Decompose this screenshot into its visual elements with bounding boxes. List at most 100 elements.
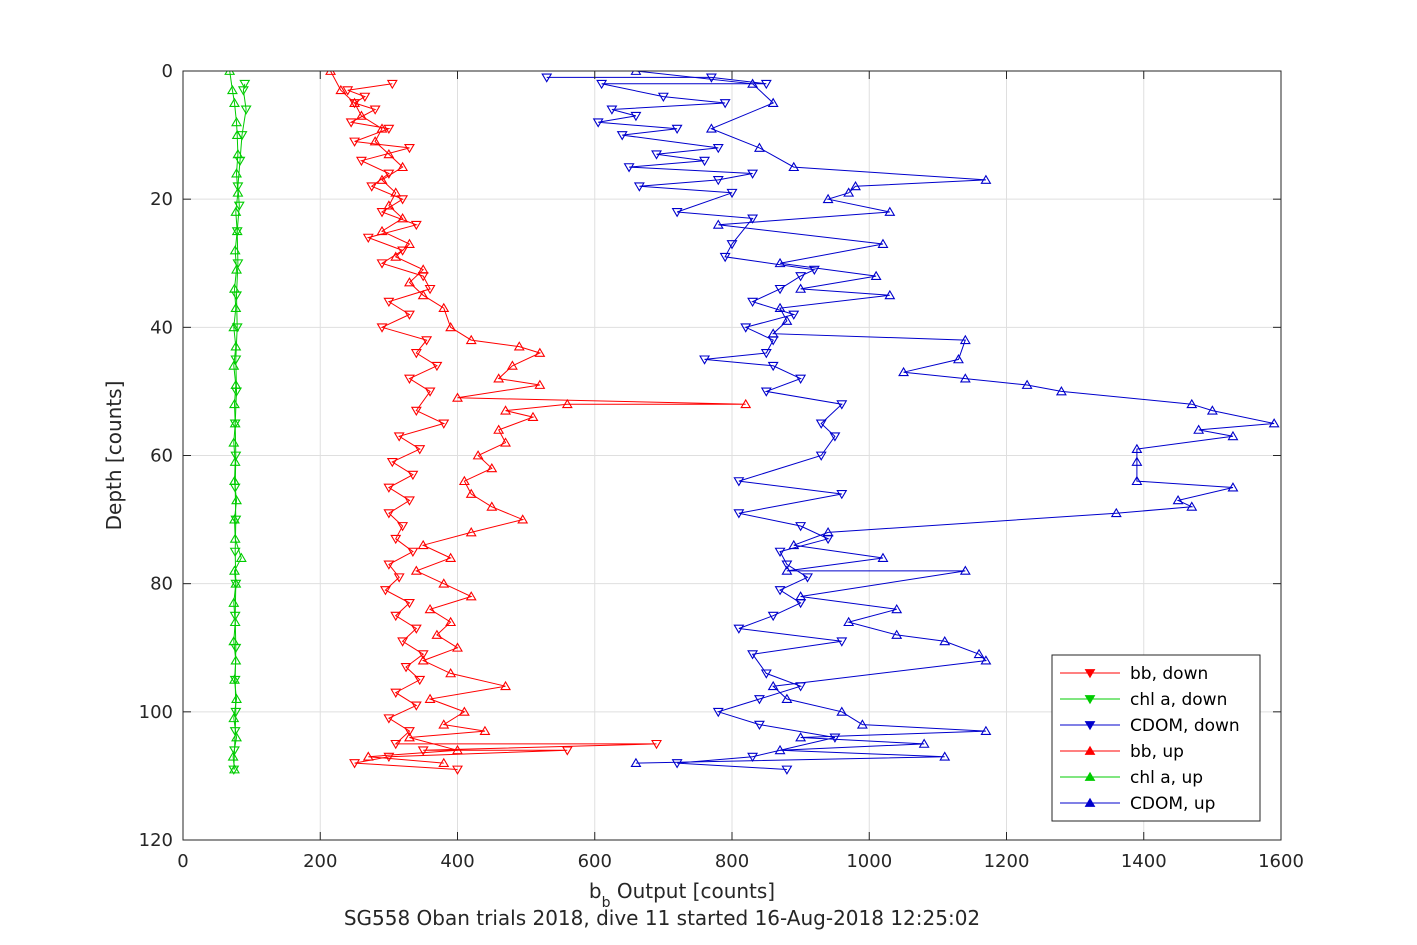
data-point (747, 169, 759, 179)
data-point (228, 321, 240, 332)
data-point (355, 110, 367, 120)
data-point (376, 174, 388, 184)
series-line (546, 76, 843, 770)
data-point (229, 616, 241, 627)
data-point (774, 586, 786, 596)
data-point (228, 597, 240, 607)
legend-marker (1084, 771, 1096, 781)
data-point (795, 732, 807, 742)
data-point (383, 200, 395, 210)
data-point (240, 105, 252, 115)
data-point (417, 539, 429, 550)
data-point (918, 738, 930, 748)
data-point (836, 490, 848, 500)
data-point (1227, 430, 1239, 441)
data-point (774, 284, 786, 295)
data-point (767, 97, 779, 107)
data-point (753, 142, 765, 152)
data-point (383, 124, 395, 135)
data-point (891, 603, 903, 614)
legend-label: chl a, up (1130, 768, 1203, 788)
legend-item: chl a, down (1060, 690, 1227, 710)
data-point (231, 494, 242, 505)
data-point (325, 71, 337, 75)
legend-label: bb, down (1130, 664, 1208, 684)
data-point (760, 669, 772, 679)
legend-marker (1084, 721, 1096, 731)
data-point (753, 695, 765, 705)
data-point (726, 188, 738, 199)
legend-item: CDOM, down (1060, 716, 1240, 736)
data-point (465, 334, 477, 345)
data-point (980, 725, 992, 735)
data-point (397, 195, 409, 205)
data-point (383, 148, 395, 159)
data-point (390, 251, 402, 261)
data-point (438, 719, 450, 729)
data-point (445, 668, 457, 678)
legend-box (1051, 654, 1261, 822)
data-point (781, 315, 793, 325)
data-point (760, 349, 772, 359)
data-point (795, 591, 807, 601)
data-point (230, 707, 242, 718)
data-point (630, 111, 642, 122)
data-point (747, 650, 759, 660)
data-point (407, 547, 419, 557)
data-point (606, 105, 618, 115)
data-point (726, 240, 738, 250)
data-point (237, 86, 249, 96)
data-point (506, 360, 518, 370)
legend-item: bb, up (1060, 742, 1184, 762)
data-point (1227, 482, 1239, 492)
data-point (417, 289, 429, 300)
data-point (376, 323, 388, 333)
series-5 (630, 71, 1280, 768)
data-point (231, 225, 243, 236)
data-point (224, 71, 236, 75)
data-point (386, 79, 398, 90)
legend-label: chl a, down (1130, 690, 1227, 710)
data-point (561, 746, 573, 756)
data-point (712, 176, 724, 186)
data-point (404, 238, 415, 248)
data-point (376, 208, 388, 218)
data-point (229, 245, 241, 255)
data-point (383, 483, 395, 493)
data-point (229, 565, 240, 575)
y-tick-label: 0 (162, 61, 173, 82)
data-point (465, 527, 477, 537)
data-point (231, 116, 242, 127)
data-point (431, 361, 443, 372)
data-point (699, 355, 711, 365)
data-point (534, 379, 546, 389)
data-point (404, 143, 415, 154)
y-axis-label: Depth [counts] (102, 381, 126, 531)
data-point (417, 746, 429, 756)
data-point (230, 379, 242, 389)
data-point (616, 131, 628, 141)
data-point (229, 418, 241, 428)
data-point (232, 182, 244, 192)
series-line (635, 71, 1275, 764)
data-point (753, 720, 765, 731)
legend-label: CDOM, up (1130, 794, 1215, 814)
data-point (390, 534, 402, 545)
data-point (592, 118, 604, 128)
data-point (410, 565, 422, 575)
data-point (229, 456, 241, 466)
data-point (671, 208, 683, 218)
data-point (815, 419, 827, 429)
data-point (376, 225, 388, 236)
data-point (369, 105, 381, 115)
x-tick-label: 400 (440, 851, 474, 872)
x-tick-label: 800 (715, 851, 749, 872)
data-point (383, 509, 395, 519)
data-point (699, 156, 711, 167)
data-point (651, 739, 662, 750)
data-point (671, 124, 683, 135)
data-point (397, 637, 409, 647)
data-point (445, 321, 457, 332)
series-layer (224, 71, 1280, 775)
